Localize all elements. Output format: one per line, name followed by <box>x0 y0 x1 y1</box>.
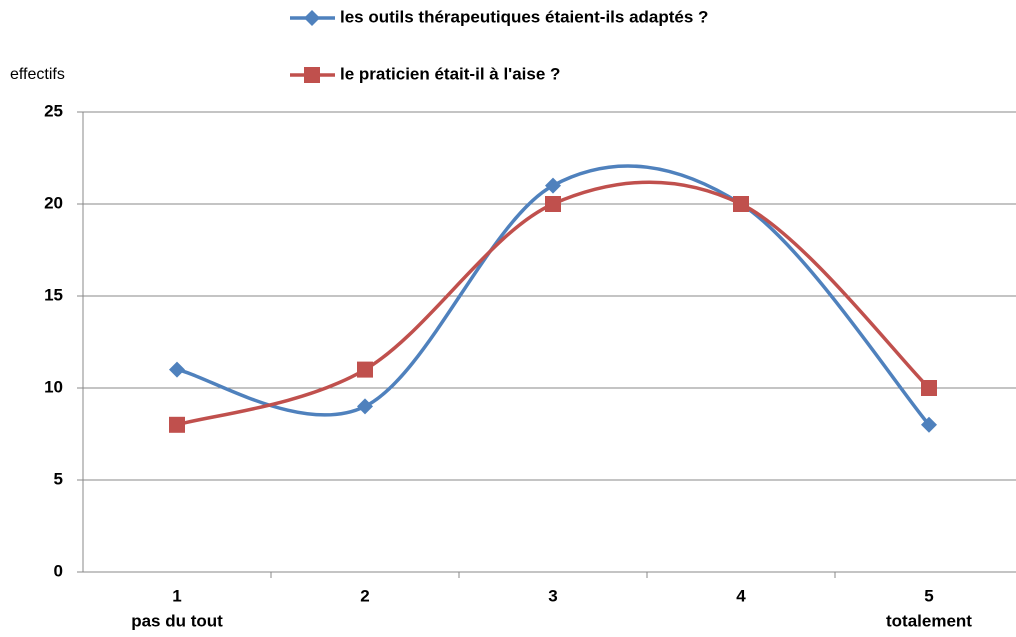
data-point <box>169 416 185 433</box>
legend-marker <box>304 67 320 83</box>
x-tick-label: 1 <box>172 586 181 605</box>
y-tick-label: 5 <box>54 469 63 488</box>
y-tick-label: 15 <box>44 285 63 304</box>
y-tick-label: 10 <box>44 377 63 396</box>
data-point <box>545 196 561 212</box>
data-point <box>357 398 373 415</box>
legend-label: les outils thérapeutiques étaient-ils ad… <box>340 7 708 26</box>
x-tick-label: 5 <box>924 586 933 605</box>
data-point <box>357 361 373 378</box>
y-tick-label: 0 <box>54 561 63 580</box>
legend-marker <box>304 10 320 26</box>
y-axis-label: effectifs <box>10 66 65 83</box>
x-tick-label: 3 <box>548 586 557 605</box>
y-tick-label: 25 <box>44 101 63 120</box>
data-point <box>545 177 561 194</box>
x-sublabel: pas du tout <box>131 611 223 630</box>
x-sublabel: totalement <box>886 611 972 630</box>
data-point <box>921 380 937 396</box>
data-point <box>733 196 749 212</box>
x-tick-label: 2 <box>360 586 369 605</box>
data-point <box>921 416 937 433</box>
legend-label: le praticien était-il à l'aise ? <box>340 64 560 83</box>
data-point <box>169 361 185 378</box>
y-tick-label: 20 <box>44 193 63 212</box>
x-tick-label: 4 <box>736 586 746 605</box>
